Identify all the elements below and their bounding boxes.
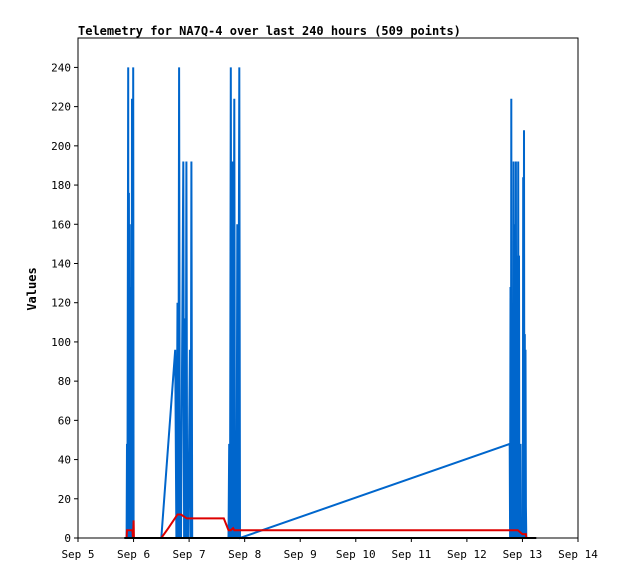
x-tick-label: Sep 6 [117, 548, 150, 561]
x-tick-label: Sep 12 [447, 548, 487, 561]
y-tick-label: 40 [58, 454, 71, 467]
x-tick-label: Sep 7 [173, 548, 206, 561]
series-line-2 [125, 513, 528, 539]
y-tick-label: 80 [58, 375, 71, 388]
x-tick-label: Sep 8 [228, 548, 261, 561]
y-tick-label: 200 [51, 140, 71, 153]
y-tick-label: 240 [51, 61, 71, 74]
y-tick-label: 180 [51, 179, 71, 192]
chart-title: Telemetry for NA7Q-4 over last 240 hours… [78, 24, 461, 38]
x-tick-label: Sep 10 [336, 548, 376, 561]
x-tick-label: Sep 5 [61, 548, 94, 561]
x-tick-label: Sep 14 [558, 548, 598, 561]
x-tick-label: Sep 11 [391, 548, 431, 561]
y-tick-label: 120 [51, 297, 71, 310]
y-tick-label: 220 [51, 101, 71, 114]
plot-area [77, 37, 579, 539]
x-tick-label: Sep 13 [503, 548, 543, 561]
axis-layer: 0 20 40 60 80 100 120 140 160 180 200 220 240 Sep 5 Se… [51, 61, 598, 561]
y-tick-label: 0 [64, 532, 71, 545]
x-tick-label: Sep 9 [284, 548, 317, 561]
y-tick-label: 140 [51, 257, 71, 270]
y-axis-label: Values [25, 267, 39, 310]
series-line-1 [125, 67, 528, 540]
y-tick-label: 160 [51, 218, 71, 231]
y-tick-label: 60 [58, 414, 71, 427]
series-layer [124, 67, 537, 540]
y-tick-label: 20 [58, 493, 71, 506]
y-tick-label: 100 [51, 336, 71, 349]
